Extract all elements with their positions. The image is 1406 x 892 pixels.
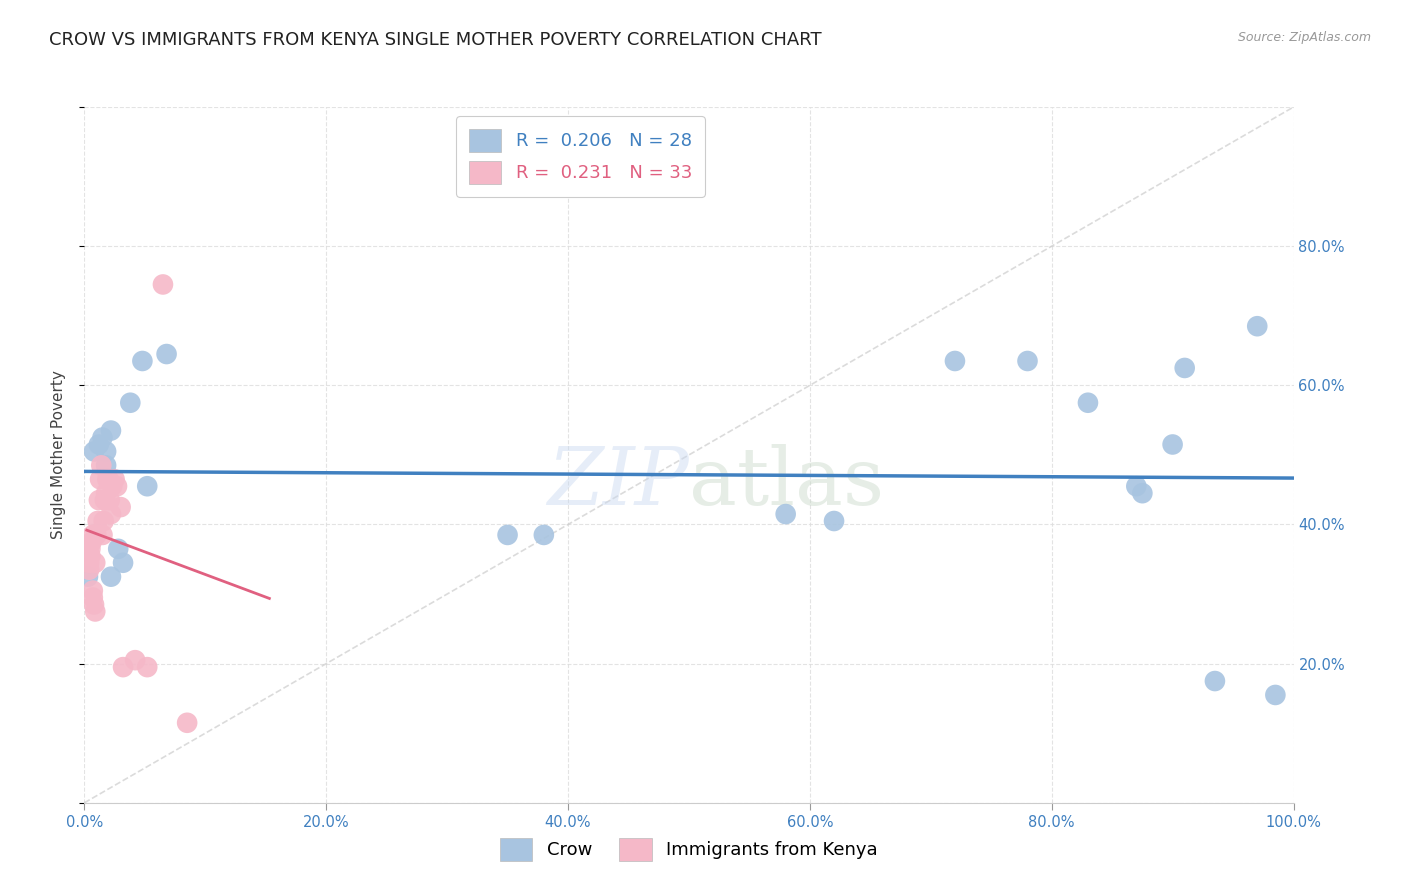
Point xyxy=(91,431,114,445)
Point xyxy=(98,493,121,508)
Point xyxy=(82,591,104,605)
Point xyxy=(1204,674,1226,689)
Point xyxy=(1264,688,1286,702)
Text: CROW VS IMMIGRANTS FROM KENYA SINGLE MOTHER POVERTY CORRELATION CHART: CROW VS IMMIGRANTS FROM KENYA SINGLE MOT… xyxy=(49,31,823,49)
Point xyxy=(87,437,110,451)
Point xyxy=(136,660,159,674)
Point xyxy=(89,472,111,486)
Point xyxy=(94,458,117,473)
Point xyxy=(823,514,845,528)
Text: atlas: atlas xyxy=(689,443,884,522)
Point xyxy=(77,570,100,584)
Point xyxy=(79,541,101,556)
Point xyxy=(1161,437,1184,451)
Point xyxy=(77,556,100,570)
Point xyxy=(84,556,107,570)
Point xyxy=(79,549,101,563)
Point xyxy=(1017,354,1039,368)
Text: ZIP: ZIP xyxy=(547,444,689,522)
Point xyxy=(94,493,117,508)
Point xyxy=(1077,396,1099,410)
Point xyxy=(100,507,122,521)
Point xyxy=(97,472,120,486)
Point xyxy=(110,500,132,514)
Point xyxy=(1174,360,1197,375)
Point xyxy=(80,535,103,549)
Point xyxy=(1132,486,1154,500)
Point xyxy=(86,514,108,528)
Point xyxy=(100,570,122,584)
Point xyxy=(1246,319,1268,334)
Point xyxy=(87,493,110,508)
Point xyxy=(112,556,135,570)
Point xyxy=(107,541,129,556)
Point xyxy=(86,528,108,542)
Point xyxy=(131,354,153,368)
Point xyxy=(96,472,118,486)
Point xyxy=(533,528,555,542)
Point xyxy=(104,472,127,486)
Point xyxy=(82,583,104,598)
Point xyxy=(496,528,519,542)
Y-axis label: Single Mother Poverty: Single Mother Poverty xyxy=(51,370,66,540)
Point xyxy=(77,563,100,577)
Text: Source: ZipAtlas.com: Source: ZipAtlas.com xyxy=(1237,31,1371,45)
Point xyxy=(90,458,112,473)
Point xyxy=(120,396,142,410)
Point xyxy=(105,479,128,493)
Point xyxy=(94,444,117,458)
Point xyxy=(775,507,797,521)
Point xyxy=(94,486,117,500)
Point xyxy=(100,424,122,438)
Point xyxy=(101,479,124,493)
Point xyxy=(83,598,105,612)
Point xyxy=(84,605,107,619)
Legend: Crow, Immigrants from Kenya: Crow, Immigrants from Kenya xyxy=(488,825,890,874)
Point xyxy=(155,347,177,361)
Point xyxy=(176,715,198,730)
Point xyxy=(93,514,115,528)
Point xyxy=(83,444,105,458)
Point xyxy=(943,354,966,368)
Point xyxy=(112,660,135,674)
Point xyxy=(124,653,146,667)
Point xyxy=(1125,479,1147,493)
Point xyxy=(152,277,174,292)
Point xyxy=(136,479,159,493)
Point xyxy=(91,528,114,542)
Point xyxy=(82,528,104,542)
